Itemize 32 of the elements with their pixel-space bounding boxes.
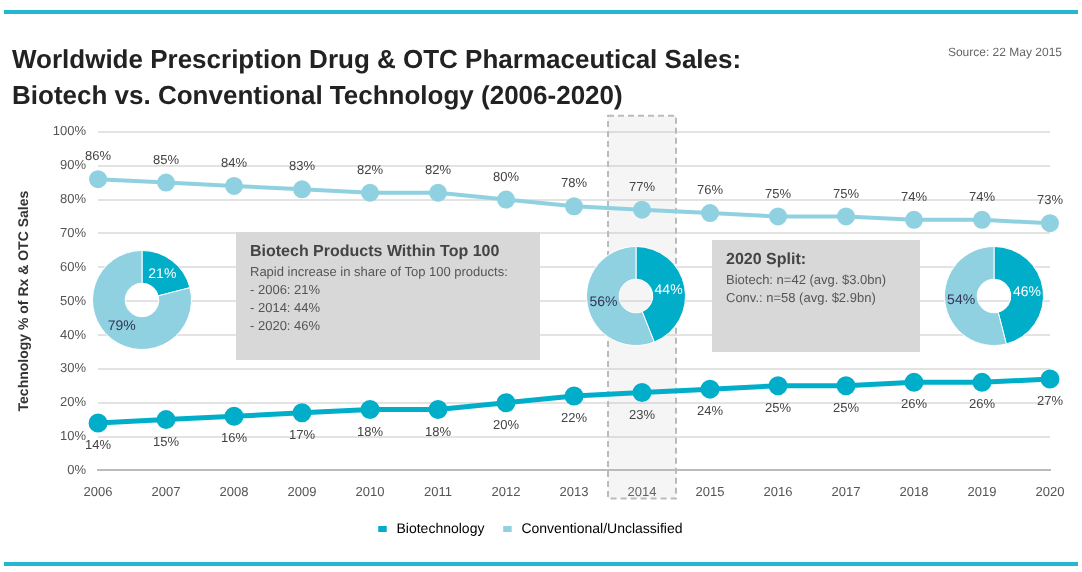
point bbox=[1040, 369, 1060, 389]
point bbox=[293, 180, 312, 199]
point bbox=[836, 376, 856, 396]
point bbox=[292, 403, 312, 423]
point bbox=[429, 183, 448, 202]
chart-title: Worldwide Prescription Drug & OTC Pharmaceutical Sales: bbox=[12, 44, 742, 74]
point bbox=[904, 372, 924, 392]
point bbox=[89, 170, 108, 189]
point bbox=[633, 200, 652, 219]
point bbox=[700, 379, 720, 399]
point bbox=[225, 176, 244, 195]
point bbox=[156, 410, 176, 430]
point bbox=[565, 197, 584, 216]
point bbox=[972, 372, 992, 392]
point bbox=[88, 413, 108, 433]
point bbox=[428, 399, 448, 419]
point bbox=[837, 207, 856, 226]
point bbox=[769, 207, 788, 226]
point bbox=[701, 204, 720, 223]
point bbox=[1041, 214, 1059, 233]
chart-subtitle: Biotech vs. Conventional Technology (2006-2020) bbox=[12, 80, 623, 110]
point bbox=[497, 190, 516, 209]
point bbox=[360, 399, 380, 419]
point bbox=[361, 183, 380, 202]
point bbox=[632, 383, 652, 403]
point bbox=[157, 173, 176, 192]
point bbox=[905, 210, 924, 229]
point bbox=[496, 393, 516, 413]
point bbox=[564, 386, 584, 406]
point bbox=[224, 406, 244, 426]
point bbox=[973, 210, 991, 229]
point bbox=[768, 376, 788, 396]
